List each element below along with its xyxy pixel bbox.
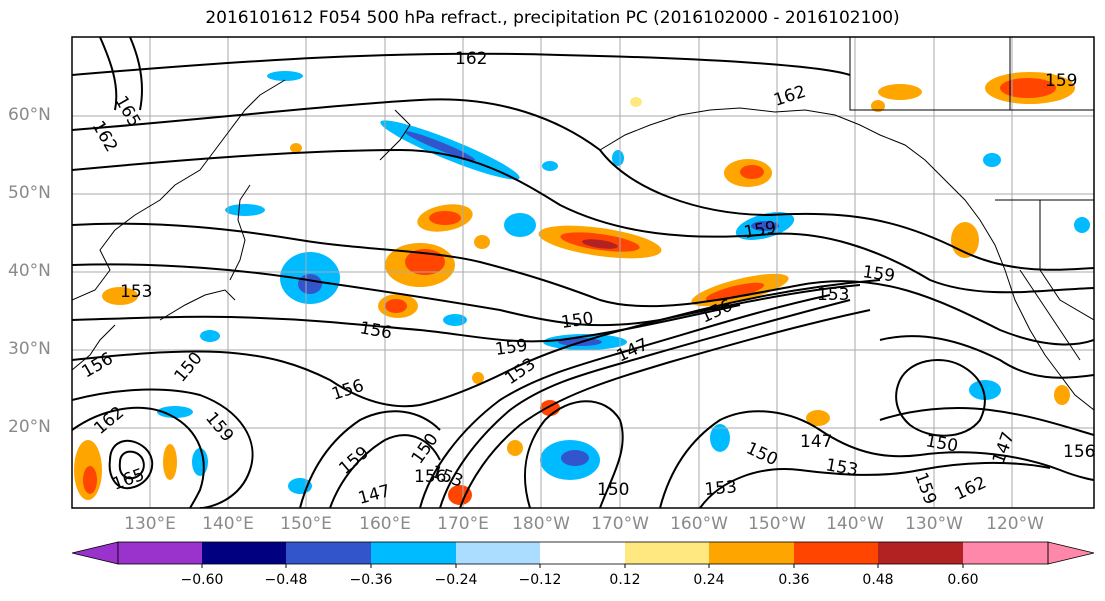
lon-label: 170°E xyxy=(437,514,489,534)
colorbar-tick: 0.36 xyxy=(778,572,810,588)
contour-label: 153 xyxy=(704,477,738,500)
lat-label: 30°N xyxy=(8,339,51,359)
graticule xyxy=(72,37,1094,508)
colorbar-tick: −0.36 xyxy=(349,572,393,588)
contour-label: 150 xyxy=(560,309,595,333)
colorbar-segment xyxy=(286,542,371,564)
colorbar-segment xyxy=(963,542,1048,564)
colorbar-segment xyxy=(202,542,286,564)
lon-label: 130°E xyxy=(124,514,176,534)
colorbar-tick: 0.48 xyxy=(862,572,894,588)
lon-label: 180°W xyxy=(512,514,570,534)
contour-label: 156 xyxy=(1063,442,1095,462)
colorbar-tick: −0.60 xyxy=(180,572,224,588)
colorbar-segment xyxy=(794,542,878,564)
contour-label: 153 xyxy=(817,285,849,305)
colorbar-tick: −0.12 xyxy=(518,572,562,588)
colorbar-tick: 0.24 xyxy=(693,572,725,588)
lon-label: 150°W xyxy=(748,514,806,534)
colorbar-segment xyxy=(540,542,625,564)
contour-label: 150 xyxy=(597,480,629,500)
colorbar-segment xyxy=(625,542,709,564)
coastlines xyxy=(72,37,1094,411)
colorbar-tick: −0.24 xyxy=(434,572,478,588)
colorbar-segment xyxy=(371,542,456,564)
colorbar-tick: 0.60 xyxy=(947,572,979,588)
contour-label: 153 xyxy=(120,282,152,302)
lon-label: 160°W xyxy=(670,514,728,534)
lat-label: 20°N xyxy=(8,417,51,437)
lon-label: 170°W xyxy=(591,514,649,534)
colorbar-border xyxy=(117,541,1049,565)
lon-label: 160°E xyxy=(359,514,411,534)
contour-label: 162 xyxy=(455,49,487,69)
contour-label: 156 xyxy=(414,467,446,487)
map-frame xyxy=(71,36,1095,509)
lon-label: 120°W xyxy=(986,514,1044,534)
chart-title: 2016101612 F054 500 hPa refract., precip… xyxy=(205,8,900,28)
colorbar-tick: −0.48 xyxy=(264,572,308,588)
lon-label: 140°W xyxy=(826,514,884,534)
colorbar-tick: 0.12 xyxy=(609,572,641,588)
colorbar-segment xyxy=(118,542,202,564)
contour-label: 147 xyxy=(800,432,832,452)
lat-label: 40°N xyxy=(8,261,51,281)
precipitation-shading xyxy=(74,71,1090,505)
colorbar-segment xyxy=(709,542,794,564)
colorbar-segment xyxy=(456,542,540,564)
refractivity-contours xyxy=(72,37,1094,508)
lon-label: 140°E xyxy=(202,514,254,534)
contour-label: 159 xyxy=(494,336,529,360)
lat-label: 60°N xyxy=(8,105,51,125)
colorbar-arrow-low xyxy=(71,541,119,565)
contour-label: 159 xyxy=(1045,71,1077,91)
lon-label: 150°E xyxy=(280,514,332,534)
contour-label: 159 xyxy=(861,262,896,286)
colorbar-arrow-high xyxy=(1047,541,1095,565)
colorbar xyxy=(71,541,1095,568)
lat-label: 50°N xyxy=(8,183,51,203)
lon-label: 130°W xyxy=(905,514,963,534)
colorbar-segment xyxy=(878,542,963,564)
